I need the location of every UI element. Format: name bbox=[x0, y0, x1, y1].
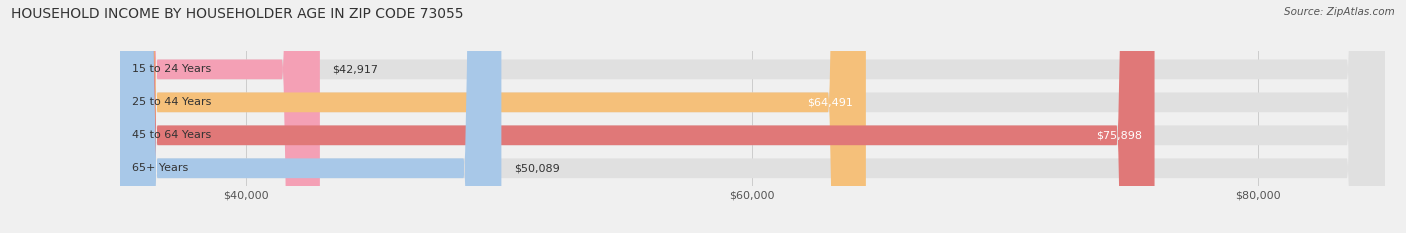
Text: $75,898: $75,898 bbox=[1095, 130, 1142, 140]
Text: 45 to 64 Years: 45 to 64 Years bbox=[132, 130, 211, 140]
Text: $42,917: $42,917 bbox=[333, 64, 378, 74]
FancyBboxPatch shape bbox=[120, 0, 1385, 233]
FancyBboxPatch shape bbox=[120, 0, 1385, 233]
Text: 15 to 24 Years: 15 to 24 Years bbox=[132, 64, 211, 74]
Text: $50,089: $50,089 bbox=[515, 163, 560, 173]
FancyBboxPatch shape bbox=[120, 0, 1154, 233]
Text: $64,491: $64,491 bbox=[807, 97, 853, 107]
FancyBboxPatch shape bbox=[120, 0, 1385, 233]
FancyBboxPatch shape bbox=[120, 0, 866, 233]
FancyBboxPatch shape bbox=[120, 0, 502, 233]
Text: HOUSEHOLD INCOME BY HOUSEHOLDER AGE IN ZIP CODE 73055: HOUSEHOLD INCOME BY HOUSEHOLDER AGE IN Z… bbox=[11, 7, 464, 21]
Text: Source: ZipAtlas.com: Source: ZipAtlas.com bbox=[1284, 7, 1395, 17]
FancyBboxPatch shape bbox=[120, 0, 1385, 233]
Text: 25 to 44 Years: 25 to 44 Years bbox=[132, 97, 211, 107]
Text: 65+ Years: 65+ Years bbox=[132, 163, 188, 173]
FancyBboxPatch shape bbox=[120, 0, 321, 233]
